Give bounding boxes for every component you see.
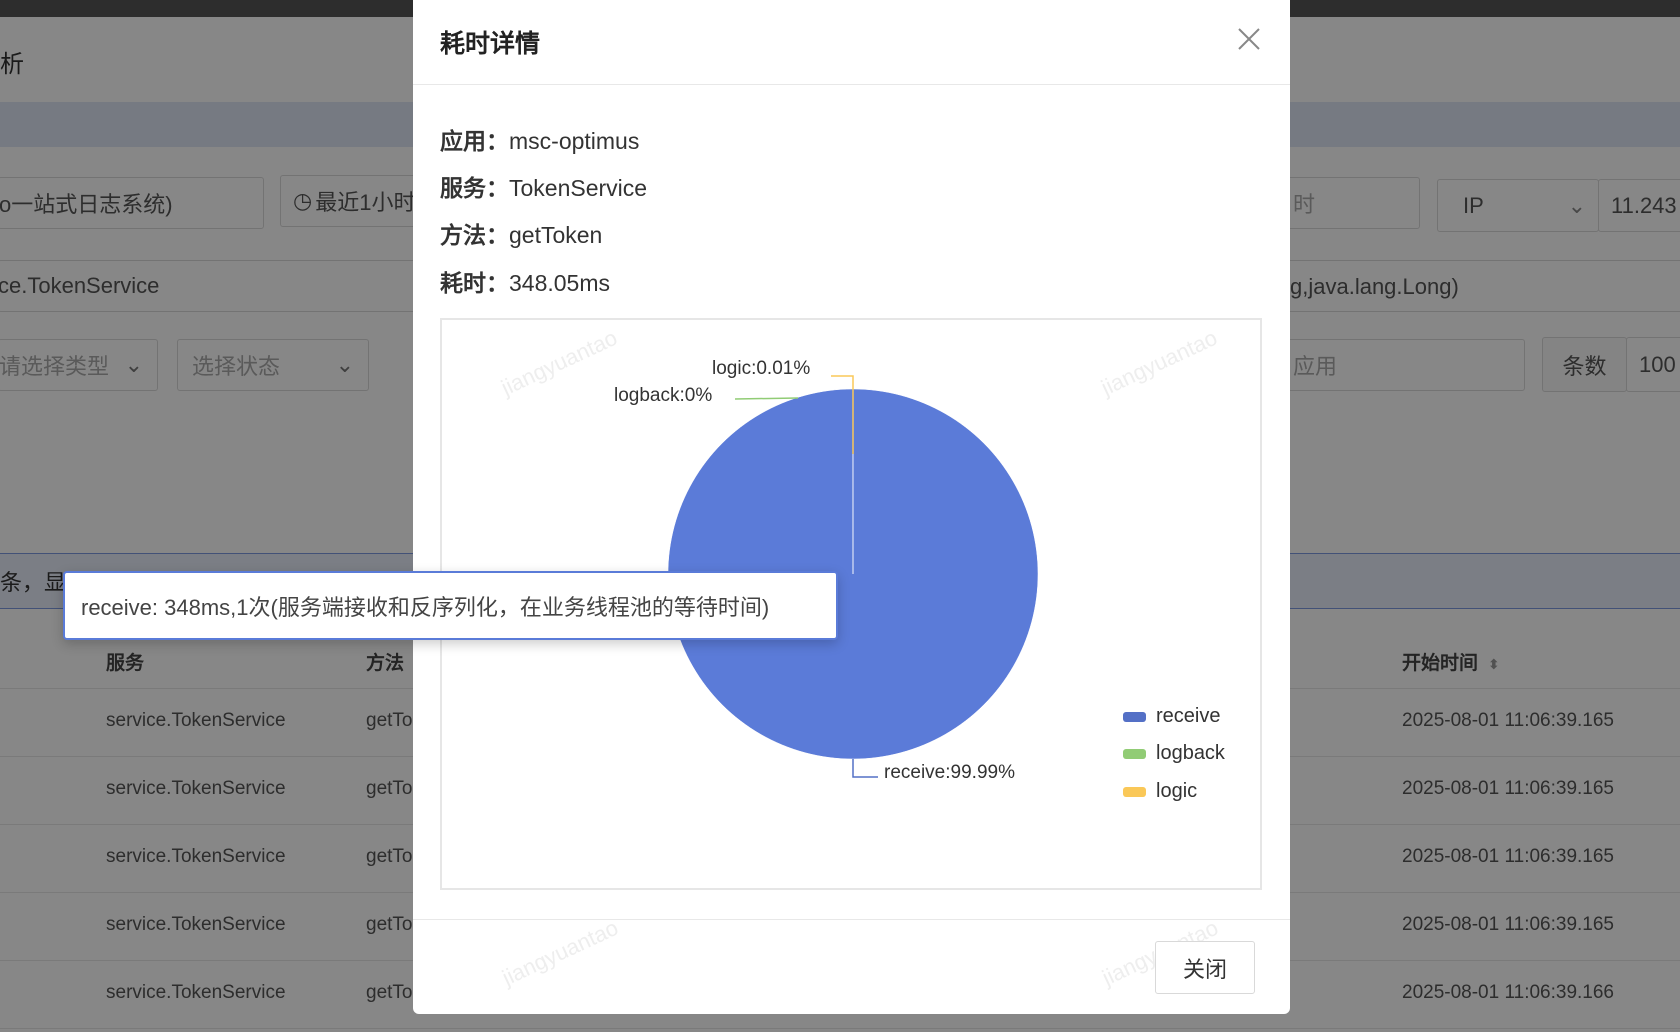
legend-logic[interactable]: logic [1123,780,1197,803]
cell-method: getTo [366,846,413,867]
cell-service: service.TokenService [106,982,286,1003]
cell-method: getTo [366,982,413,1003]
count-label: 条数 [1542,337,1627,392]
cell-method: getTo [366,778,413,799]
method-field[interactable]: g,java.lang.Long) [1290,274,1459,299]
chevron-down-icon: ⌄ [124,352,143,377]
count-input[interactable]: 100 [1626,337,1680,392]
field-duration: 耗时：348.05ms [440,270,611,296]
cell-service: service.TokenService [106,710,286,731]
cell-start-time: 2025-08-01 11:06:39.165 [1402,710,1614,731]
leader-line-logic [831,375,854,454]
column-header-start-time[interactable]: 开始时间 ⬍ [1402,653,1500,674]
leader-line-logback [734,397,799,400]
ip-input[interactable]: 11.243 [1598,179,1680,232]
end-time-input[interactable]: 时 [1280,177,1420,229]
pie-chart-panel: jiangyuantao jiangyuantao logic:0.01% lo… [440,318,1262,890]
ip-select[interactable]: IP ⌄ [1437,179,1599,232]
type-select[interactable]: 请选择类型 ⌄ [0,339,158,391]
cell-service: service.TokenService [106,914,286,935]
app-input[interactable]: 应用 [1280,339,1525,391]
close-button[interactable]: 关闭 [1155,941,1255,994]
leader-line-receive [852,759,878,778]
legend-swatch [1123,748,1146,759]
time-range-picker[interactable]: ◷ 最近1小时 [280,175,430,227]
clock-icon: ◷ [293,188,313,213]
row-divider [0,1028,1680,1029]
legend-receive[interactable]: receive [1123,705,1220,728]
column-header-method: 方法 [366,653,405,674]
modal-title: 耗时详情 [440,30,541,58]
watermark: jiangyuantao [498,914,623,991]
label-logic: logic:0.01% [712,358,811,379]
label-logback: logback:0% [614,385,713,406]
cell-start-time: 2025-08-01 11:06:39.165 [1402,914,1614,935]
cell-method: getTo [366,914,413,935]
cell-start-time: 2025-08-01 11:06:39.165 [1402,846,1614,867]
chevron-down-icon: ⌄ [1567,192,1586,218]
column-header-service: 服务 [106,653,145,674]
field-service: 服务：TokenService [440,175,648,201]
cell-service: service.TokenService [106,778,286,799]
cell-start-time: 2025-08-01 11:06:39.165 [1402,778,1614,799]
page-title: 析 [0,51,24,78]
field-method: 方法：getToken [440,222,603,248]
close-icon[interactable] [1236,26,1262,52]
pie-chart [667,375,1039,778]
duration-detail-modal: 耗时详情 应用：msc-optimus 服务：TokenService 方法：g… [413,0,1290,1014]
status-select[interactable]: 选择状态 ⌄ [177,339,369,391]
legend-logback[interactable]: logback [1123,742,1225,765]
chevron-down-icon: ⌄ [335,352,354,377]
field-app: 应用：msc-optimus [440,128,640,154]
cell-method: getTo [366,710,413,731]
app-select[interactable]: o一站式日志系统) [0,177,264,229]
cell-start-time: 2025-08-01 11:06:39.166 [1402,982,1614,1003]
cell-service: service.TokenService [106,846,286,867]
label-receive: receive:99.99% [884,762,1015,783]
legend-swatch [1123,786,1146,797]
sort-icon[interactable]: ⬍ [1488,656,1500,672]
legend-swatch [1123,711,1146,722]
pie-tooltip: receive: 348ms,1次(服务端接收和反序列化，在业务线程池的等待时间… [63,571,838,640]
